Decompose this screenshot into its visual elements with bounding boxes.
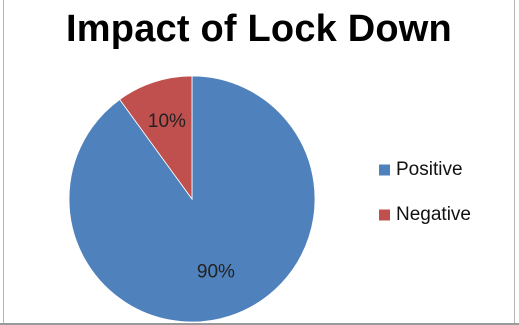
chart-title: Impact of Lock Down <box>66 8 452 50</box>
bottom-rule <box>0 323 519 325</box>
pie-slice-labels: 90% 10% <box>148 111 235 283</box>
legend-swatch-positive <box>379 164 390 176</box>
pie-slices <box>68 75 316 323</box>
slice-label-negative: 10% <box>148 111 186 132</box>
legend-swatch-negative <box>379 209 390 221</box>
legend-label-positive: Positive <box>396 159 463 180</box>
pie-slice-negative <box>119 75 193 201</box>
legend: Positive Negative <box>379 159 471 225</box>
legend-label-negative: Negative <box>396 204 471 225</box>
slice-label-positive: 90% <box>197 262 235 283</box>
